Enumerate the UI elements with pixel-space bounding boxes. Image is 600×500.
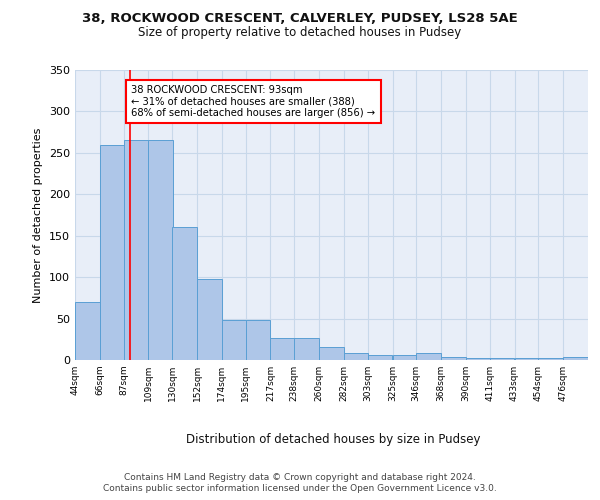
Bar (441, 356, 466, 360)
Bar (222, 320, 247, 360)
Text: Contains public sector information licensed under the Open Government Licence v3: Contains public sector information licen… (103, 484, 497, 493)
Bar (538, 358, 563, 360)
Text: Size of property relative to detached houses in Pudsey: Size of property relative to detached ho… (139, 26, 461, 39)
Bar (466, 358, 490, 360)
Bar (197, 279, 221, 360)
Text: Contains HM Land Registry data © Crown copyright and database right 2024.: Contains HM Land Registry data © Crown c… (124, 472, 476, 482)
Bar (344, 354, 368, 360)
Bar (319, 346, 344, 360)
Bar (563, 356, 587, 360)
Text: 38, ROCKWOOD CRESCENT, CALVERLEY, PUDSEY, LS28 5AE: 38, ROCKWOOD CRESCENT, CALVERLEY, PUDSEY… (82, 12, 518, 26)
Bar (294, 338, 319, 360)
Bar (75, 302, 100, 360)
Bar (368, 355, 392, 360)
Bar (490, 358, 514, 360)
Bar (148, 140, 173, 360)
Bar (392, 355, 417, 360)
Text: Distribution of detached houses by size in Pudsey: Distribution of detached houses by size … (186, 432, 480, 446)
Bar (245, 320, 270, 360)
Text: 38 ROCKWOOD CRESCENT: 93sqm
← 31% of detached houses are smaller (388)
68% of se: 38 ROCKWOOD CRESCENT: 93sqm ← 31% of det… (131, 85, 376, 118)
Bar (100, 144, 124, 360)
Bar (271, 338, 295, 360)
Bar (515, 358, 539, 360)
Bar (172, 228, 197, 360)
Y-axis label: Number of detached properties: Number of detached properties (34, 128, 43, 302)
Bar (124, 140, 148, 360)
Bar (416, 354, 441, 360)
